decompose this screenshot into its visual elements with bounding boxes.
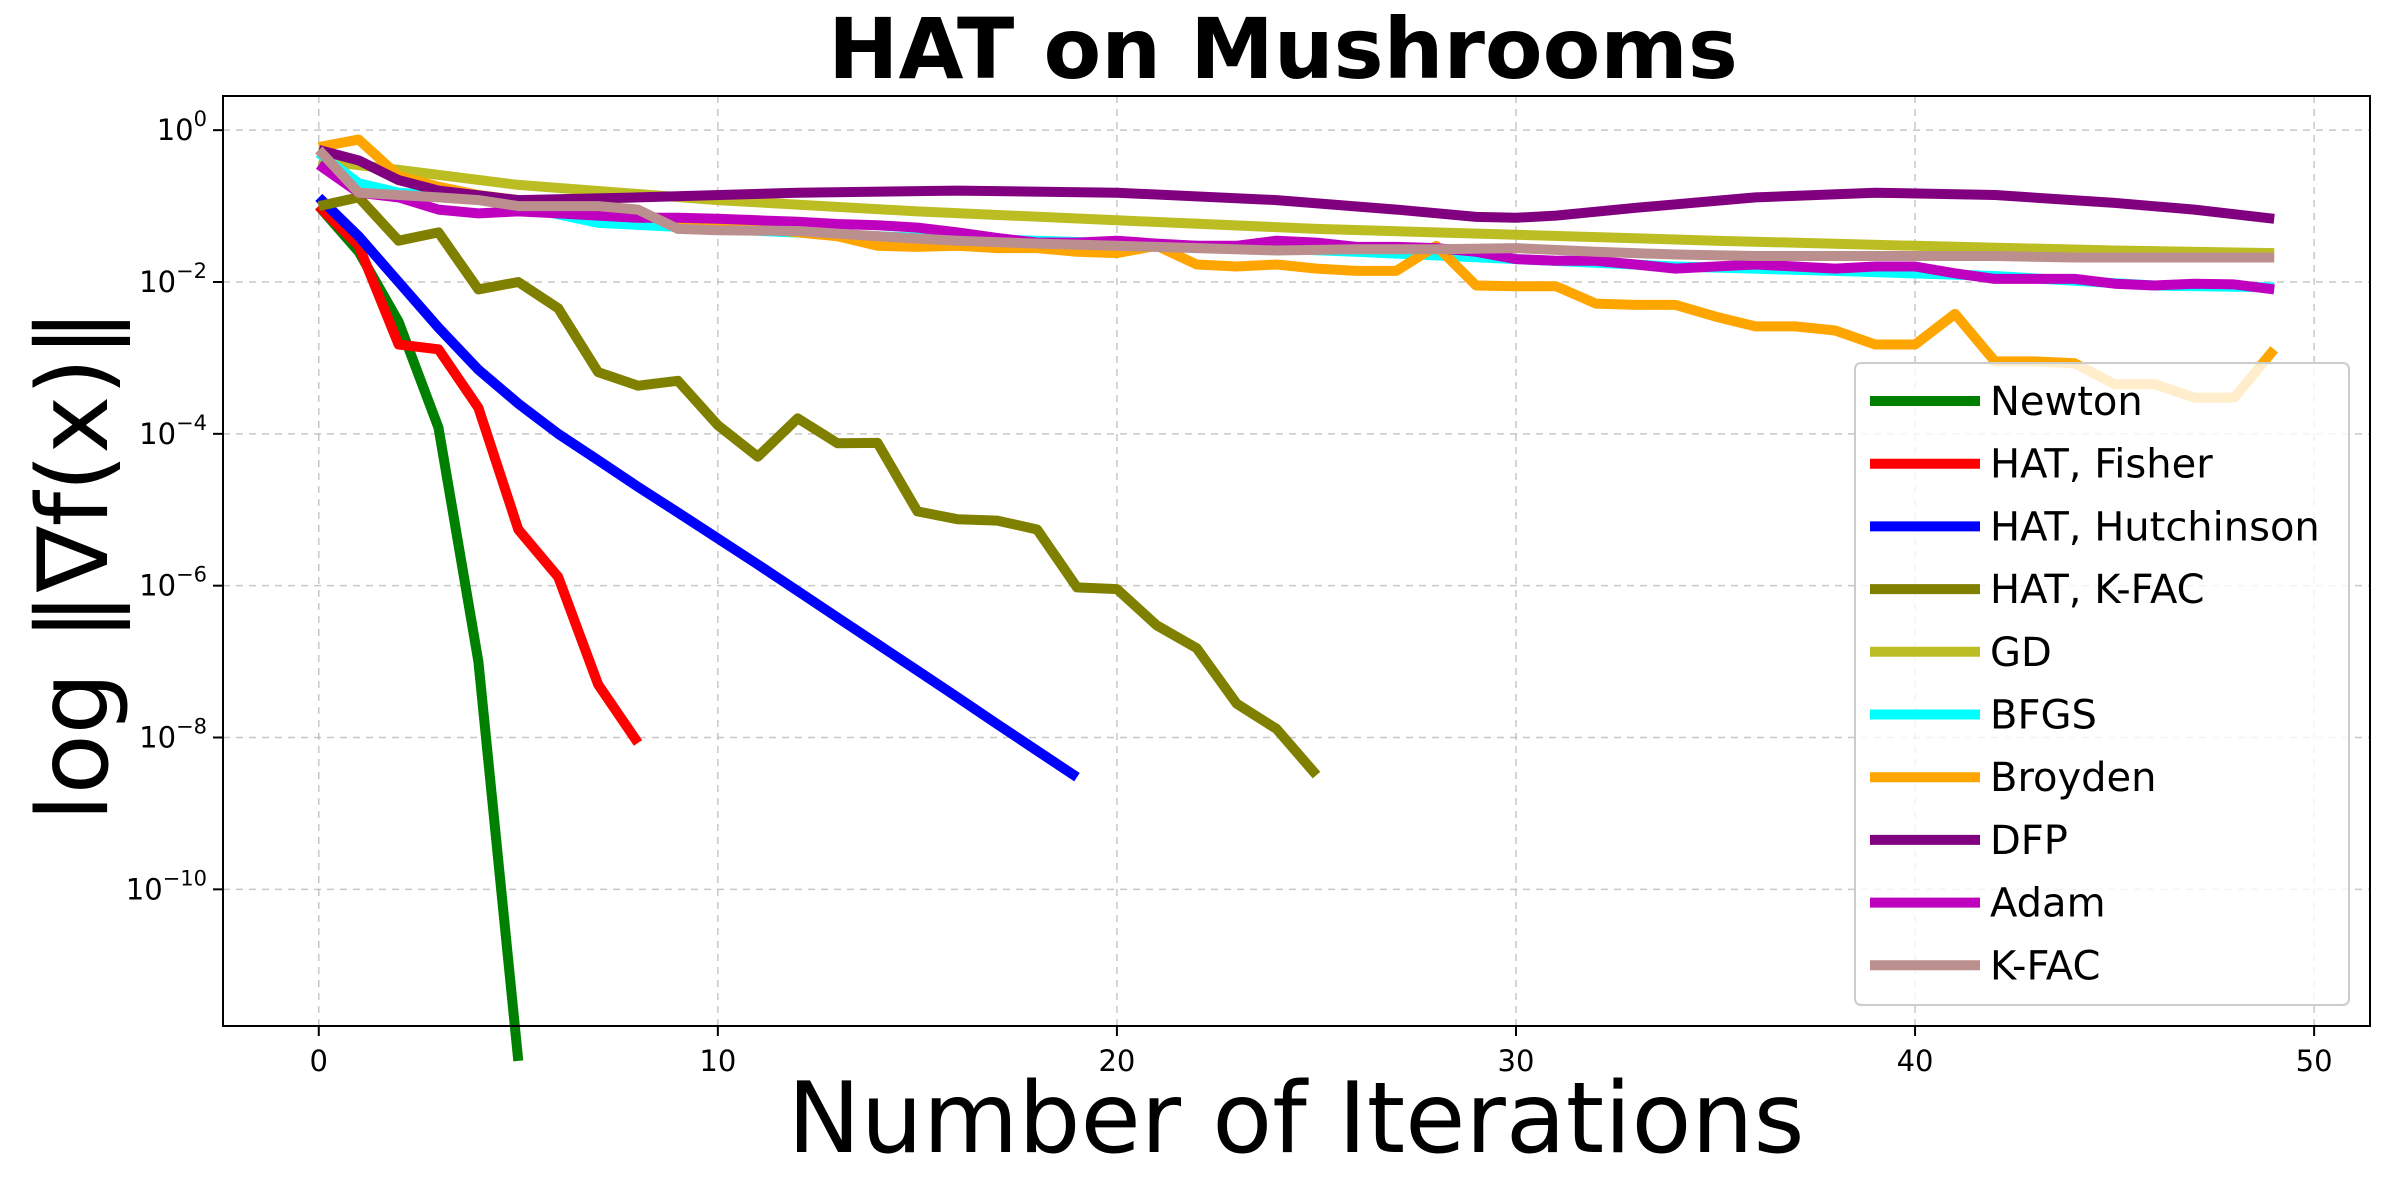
series-line-gd [318,155,2275,259]
y-tick-label: 10−2 [139,259,207,299]
x-tick-label: 50 [2296,1044,2333,1078]
legend-entry-label: Broyden [1990,755,2157,801]
legend: Newton HAT, Fisher HAT, Hutchinson HAT, K-F… [1854,362,2350,1006]
legend-entry-label: GD [1990,630,2052,676]
plot-lines [315,134,2279,1062]
chart-title: HAT on Mushrooms [828,0,1738,98]
grid [223,96,2370,1026]
series-line-hat-k-fac [317,192,1321,779]
legend-entry-label: Newton [1990,379,2143,425]
legend-entry-label: Adam [1990,881,2106,927]
legend-entry-label: HAT, K-FAC [1990,567,2205,613]
series-line-k-fac [315,146,2275,263]
y-tick-label: 10−4 [139,411,207,451]
legend-entry-label: HAT, Fisher [1990,442,2213,488]
y-tick-label: 100 [157,107,207,147]
plot-frame [222,95,2371,1027]
y-axis-ticks: 100 10−2 10−4 10−6 10−8 10−10 [126,107,223,906]
x-tick-label: 20 [1098,1044,1135,1078]
y-tick-label: 10−10 [126,866,207,906]
x-axis-ticks: 0 10 20 30 40 50 [310,1026,2333,1078]
legend-entry-label: K-FAC [1990,943,2100,989]
legend-entry-label: BFGS [1990,693,2097,739]
series-line-hat-fisher [315,202,643,746]
y-tick-label: 10−8 [139,715,207,755]
x-tick-label: 30 [1498,1044,1535,1078]
series-line-hat-hutchinson [315,193,1080,782]
legend-entry-label: HAT, Hutchinson [1990,504,2320,550]
x-tick-label: 40 [1897,1044,1934,1078]
series-line-dfp [317,145,2275,224]
x-axis-label: Number of Iterations [787,1062,1804,1176]
y-axis-label: log ‖∇f(x)‖ [17,308,131,821]
y-tick-label: 10−6 [139,563,207,603]
x-tick-label: 10 [699,1044,736,1078]
x-tick-label: 0 [310,1044,328,1078]
legend-entry-label: DFP [1990,818,2068,864]
